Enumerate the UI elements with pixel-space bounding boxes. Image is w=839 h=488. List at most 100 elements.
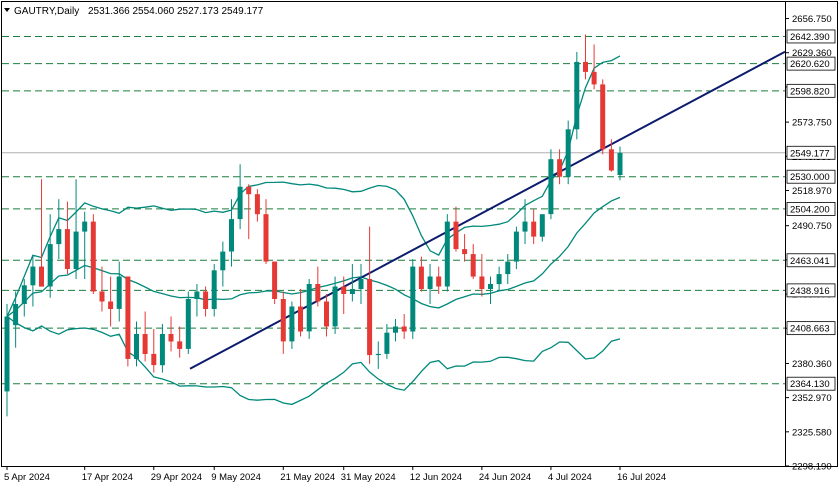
- level-badge-box: [786, 169, 836, 184]
- candle-body: [39, 266, 44, 287]
- envelope-bands: [6, 55, 621, 406]
- candle-body: [185, 299, 191, 349]
- trendline-layer: [189, 50, 786, 370]
- candle-body: [436, 276, 442, 287]
- candle-body: [82, 221, 88, 232]
- ascending-trendline: [189, 50, 786, 370]
- candle-body: [470, 254, 476, 277]
- candle-body: [237, 186, 243, 220]
- candle-body: [73, 231, 79, 269]
- candle-body: [246, 186, 252, 195]
- candle-body: [56, 229, 62, 245]
- candle-body: [574, 61, 580, 130]
- candle-body: [211, 270, 217, 309]
- time-tick-label: 5 Apr 2024: [4, 472, 50, 483]
- candle-body: [453, 221, 459, 250]
- candle-body: [272, 261, 278, 299]
- level-badge-box: [786, 253, 836, 268]
- level-badge-box: [786, 29, 836, 44]
- chart-symbol: GAUTRY,Daily: [14, 6, 79, 17]
- time-tick-label: 9 May 2024: [211, 472, 261, 483]
- candle-body: [280, 299, 286, 342]
- candle-body: [263, 214, 269, 262]
- candle-body: [513, 231, 519, 262]
- candle-body: [608, 149, 614, 171]
- candle-body: [600, 84, 606, 150]
- candle-body: [159, 334, 165, 366]
- candle-body: [47, 244, 53, 287]
- price-tick-label: 2629.360: [792, 48, 832, 59]
- candle-body: [583, 61, 588, 72]
- candle-body: [4, 316, 10, 392]
- middle-band-line: [6, 196, 621, 318]
- price-axis-frame: [785, 1, 838, 467]
- ohlc-readout: 2531.366 2554.060 2527.173 2549.177: [88, 6, 264, 17]
- level-badge-label: 2504.200: [790, 204, 830, 215]
- candle-body: [522, 221, 528, 232]
- candle-body: [203, 291, 209, 309]
- time-tick-label: 16 Jul 2024: [617, 472, 666, 483]
- collapse-triangle-icon[interactable]: [4, 8, 10, 12]
- candle-body: [591, 71, 597, 85]
- price-axis: 2656.7502629.3602601.9702573.7502546.360…: [785, 14, 832, 473]
- candle-body: [332, 286, 338, 327]
- candle-body: [177, 341, 183, 349]
- level-badge-label: 2463.041: [790, 256, 830, 267]
- candle-body: [134, 334, 139, 359]
- level-badge-label: 2530.000: [790, 172, 830, 183]
- candle-body: [289, 306, 295, 342]
- time-axis: 5 Apr 2024 17 Apr 2024 29 Apr 2024 9 May 20…: [4, 466, 666, 483]
- price-tick-label: 2298.190: [792, 462, 832, 473]
- price-tick-label: 2352.970: [792, 393, 832, 404]
- time-tick-label: 29 Apr 2024: [151, 472, 202, 483]
- level-badge-box: [786, 321, 836, 336]
- level-badge-label: 2642.390: [790, 32, 830, 43]
- candle-body: [125, 276, 131, 359]
- candle-body: [298, 306, 303, 332]
- candle-body: [617, 152, 623, 175]
- candle-body: [220, 251, 226, 271]
- candle-body: [341, 286, 347, 294]
- candle-body: [142, 334, 148, 354]
- time-tick-label: 4 Jul 2024: [548, 472, 592, 483]
- price-tick-label: 2380.360: [792, 359, 832, 370]
- upper-band-line: [6, 55, 621, 317]
- level-badge-label: 2364.130: [790, 379, 830, 390]
- candle-body: [505, 261, 511, 275]
- candle-body: [306, 284, 312, 332]
- candle-body: [13, 304, 19, 326]
- candle-body: [444, 221, 450, 287]
- price-tick-label: 2518.970: [792, 186, 832, 197]
- candle-body: [358, 279, 364, 289]
- candle-body: [531, 221, 537, 237]
- current-price-badge-label: 2549.177: [790, 148, 830, 159]
- candle-body: [410, 266, 416, 332]
- level-badge-label: 2408.663: [790, 324, 830, 335]
- candles-layer: [4, 34, 623, 417]
- candle-body: [108, 301, 114, 309]
- level-badge-label: 2438.916: [790, 286, 830, 297]
- level-badges: 2642.390 2620.620 2598.820 2530.000 2504.200…: [786, 29, 836, 391]
- candle-body: [194, 291, 200, 299]
- candle-body: [64, 229, 70, 269]
- candle-body: [367, 279, 373, 356]
- lower-band-line: [6, 315, 621, 406]
- candle-body: [116, 276, 122, 309]
- candle-body: [384, 332, 390, 354]
- candle-body: [557, 159, 563, 177]
- price-tick-label: 2325.580: [792, 427, 832, 438]
- price-tick-label: 2573.750: [792, 118, 832, 129]
- candle-body: [99, 291, 105, 302]
- candle-body: [229, 219, 234, 252]
- horizontal-levels: [2, 35, 785, 385]
- level-badge-box: [786, 56, 836, 71]
- candle-body: [462, 249, 468, 255]
- candle-body: [324, 301, 329, 327]
- price-tick-label: 2490.750: [792, 221, 832, 232]
- price-tick-label: 2656.750: [792, 14, 832, 25]
- level-badge-box: [786, 83, 836, 98]
- candle-body: [30, 266, 36, 286]
- time-tick-label: 31 May 2024: [341, 472, 396, 483]
- candle-body: [375, 353, 381, 356]
